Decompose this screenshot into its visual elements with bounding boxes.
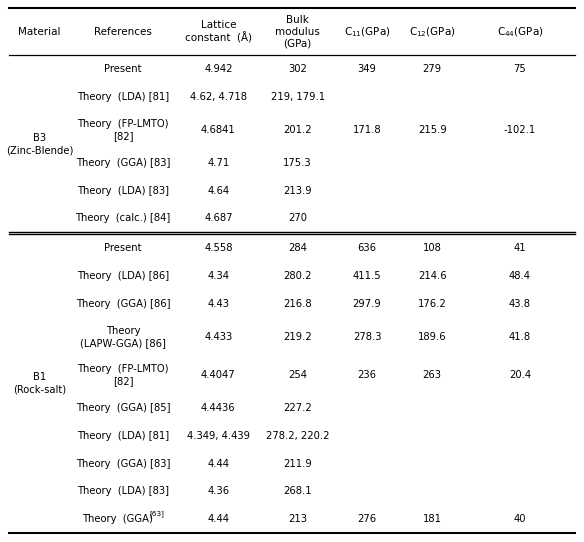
Text: 75: 75 <box>514 64 526 74</box>
Text: Theory  (LDA) [83]: Theory (LDA) [83] <box>77 186 169 196</box>
Text: 4.4436: 4.4436 <box>201 403 236 413</box>
Text: 4.6841: 4.6841 <box>201 125 236 135</box>
Text: 227.2: 227.2 <box>283 403 312 413</box>
Text: 219, 179.1: 219, 179.1 <box>270 92 325 102</box>
Text: 216.8: 216.8 <box>283 299 312 309</box>
Text: Theory  (GGA) [83]: Theory (GGA) [83] <box>76 459 170 469</box>
Text: 4.71: 4.71 <box>207 158 230 168</box>
Text: 108: 108 <box>423 243 442 253</box>
Text: 4.44: 4.44 <box>207 514 230 524</box>
Text: 215.9: 215.9 <box>418 125 447 135</box>
Text: 214.6: 214.6 <box>418 271 447 281</box>
Text: 278.2, 220.2: 278.2, 220.2 <box>266 431 329 441</box>
Text: C$_{11}$(GPa): C$_{11}$(GPa) <box>344 25 391 38</box>
Text: 279: 279 <box>423 64 442 74</box>
Text: 219.2: 219.2 <box>283 332 312 342</box>
Text: 189.6: 189.6 <box>418 332 447 342</box>
Text: 40: 40 <box>514 514 526 524</box>
Text: B1
(Rock-salt): B1 (Rock-salt) <box>13 372 66 395</box>
Text: Theory  (LDA) [83]: Theory (LDA) [83] <box>77 486 169 496</box>
Text: 268.1: 268.1 <box>283 486 312 496</box>
Text: Theory
(LAPW-GGA) [86]: Theory (LAPW-GGA) [86] <box>80 326 166 348</box>
Text: Lattice
constant  (Å): Lattice constant (Å) <box>185 20 252 43</box>
Text: Theory  (LDA) [86]: Theory (LDA) [86] <box>77 271 169 281</box>
Text: Theory  (GGA) [83]: Theory (GGA) [83] <box>76 158 170 168</box>
Text: 263: 263 <box>423 370 442 380</box>
Text: 270: 270 <box>288 214 307 223</box>
Text: 284: 284 <box>288 243 307 253</box>
Text: 41: 41 <box>514 243 526 253</box>
Text: Material: Material <box>18 27 61 37</box>
Text: 171.8: 171.8 <box>353 125 381 135</box>
Text: 4.62, 4.718: 4.62, 4.718 <box>190 92 247 102</box>
Text: 302: 302 <box>288 64 307 74</box>
Text: 236: 236 <box>357 370 377 380</box>
Text: 636: 636 <box>357 243 377 253</box>
Text: 4.4047: 4.4047 <box>201 370 236 380</box>
Text: 4.349, 4.439: 4.349, 4.439 <box>187 431 250 441</box>
Text: 48.4: 48.4 <box>509 271 531 281</box>
Text: Theory  (GGA) [86]: Theory (GGA) [86] <box>76 299 170 309</box>
Text: 43.8: 43.8 <box>509 299 531 309</box>
Text: 4.687: 4.687 <box>204 214 232 223</box>
Text: Bulk
modulus
(GPa): Bulk modulus (GPa) <box>275 15 320 49</box>
Text: 4.43: 4.43 <box>207 299 230 309</box>
Text: 20.4: 20.4 <box>509 370 531 380</box>
Text: Theory  (LDA) [81]: Theory (LDA) [81] <box>77 92 169 102</box>
Text: 201.2: 201.2 <box>283 125 312 135</box>
Text: B3
(Zinc-Blende): B3 (Zinc-Blende) <box>6 133 73 155</box>
Text: 213.9: 213.9 <box>283 186 312 196</box>
Text: 175.3: 175.3 <box>283 158 312 168</box>
Text: 181: 181 <box>423 514 442 524</box>
Text: 4.36: 4.36 <box>207 486 230 496</box>
Text: Theory  (LDA) [81]: Theory (LDA) [81] <box>77 431 169 441</box>
Text: 411.5: 411.5 <box>353 271 381 281</box>
Text: 4.558: 4.558 <box>204 243 232 253</box>
Text: 4.44: 4.44 <box>207 459 230 469</box>
Text: 213: 213 <box>288 514 307 524</box>
Text: Theory  (FP-LMTO)
[82]: Theory (FP-LMTO) [82] <box>77 364 169 386</box>
Text: References: References <box>94 27 152 37</box>
Text: Theory  (FP-LMTO)
[82]: Theory (FP-LMTO) [82] <box>77 119 169 141</box>
Text: -102.1: -102.1 <box>504 125 536 135</box>
Text: Present: Present <box>104 243 142 253</box>
Text: Theory  (GGA) [85]: Theory (GGA) [85] <box>76 403 170 413</box>
Text: 41.8: 41.8 <box>509 332 531 342</box>
Text: 280.2: 280.2 <box>283 271 312 281</box>
Text: 297.9: 297.9 <box>353 299 381 309</box>
Text: 4.433: 4.433 <box>204 332 232 342</box>
Text: 349: 349 <box>357 64 377 74</box>
Text: 176.2: 176.2 <box>418 299 447 309</box>
Text: C$_{44}$(GPa): C$_{44}$(GPa) <box>496 25 543 38</box>
Text: 276: 276 <box>357 514 377 524</box>
Text: 4.942: 4.942 <box>204 64 232 74</box>
Text: 278.3: 278.3 <box>353 332 381 342</box>
Text: Present: Present <box>104 64 142 74</box>
Text: 254: 254 <box>288 370 307 380</box>
Text: C$_{12}$(GPa): C$_{12}$(GPa) <box>409 25 456 38</box>
Text: Theory  (GGA): Theory (GGA) <box>82 514 152 524</box>
Text: 4.64: 4.64 <box>207 186 230 196</box>
Text: [63]: [63] <box>150 510 164 517</box>
Text: 4.34: 4.34 <box>207 271 230 281</box>
Text: Theory  (calc.) [84]: Theory (calc.) [84] <box>75 214 171 223</box>
Text: 211.9: 211.9 <box>283 459 312 469</box>
